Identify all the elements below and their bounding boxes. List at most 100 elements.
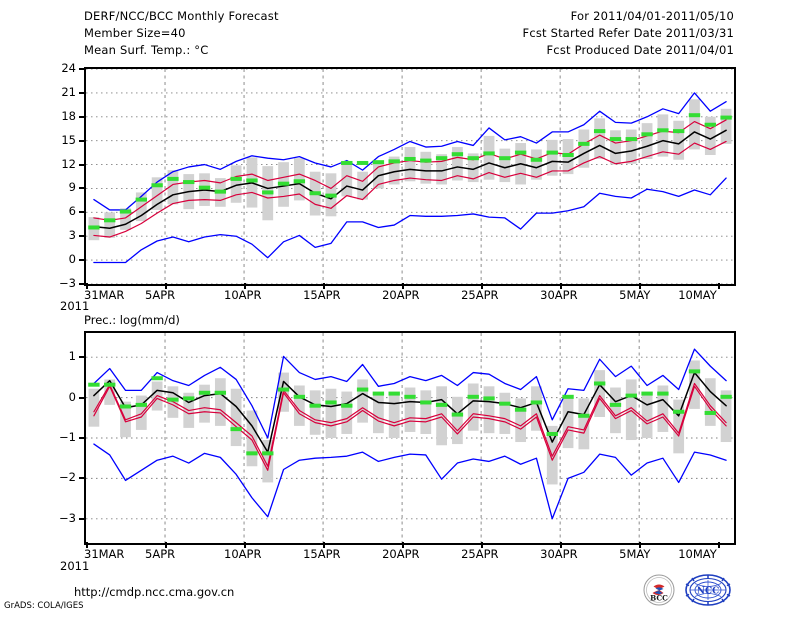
- x-tick-mark: [402, 542, 405, 548]
- temperature-plot-panel: [84, 67, 736, 286]
- y-tick-label: 9: [68, 180, 76, 195]
- y-tick-mark: [79, 163, 85, 166]
- precipitation-panel-title: Prec.: log(mm/d): [84, 313, 180, 327]
- x-tick-mark: [86, 283, 88, 289]
- precipitation-plot-panel: [84, 331, 736, 545]
- ncc-logo-icon: NCC: [685, 574, 731, 606]
- x-tick-label: 20APR: [382, 288, 420, 302]
- y-tick-mark: [79, 259, 85, 262]
- x-tick-mark: [86, 542, 88, 548]
- y-tick-label: 12: [61, 156, 76, 171]
- x-tick-mark: [560, 283, 563, 289]
- y-tick-mark: [79, 139, 85, 142]
- y-tick-label: 6: [68, 204, 76, 219]
- temperature-year-label: 2011: [60, 299, 90, 313]
- x-tick-mark: [718, 283, 721, 289]
- member-size-label: Member Size=40: [84, 26, 186, 40]
- series-lower-quartile: [93, 385, 727, 471]
- x-tick-label: 10APR: [224, 547, 262, 561]
- y-tick-label: 0: [68, 252, 76, 267]
- temperature-plot-svg: [86, 69, 734, 284]
- x-tick-mark: [639, 283, 642, 289]
- x-tick-label: 31MAR: [84, 547, 125, 561]
- logo-group: BCC NCC: [640, 574, 740, 608]
- bcc-ncc-logos-svg: BCC NCC: [643, 574, 731, 606]
- y-tick-mark: [79, 91, 85, 94]
- fcst-produced-date-label: Fcst Produced Date 2011/04/01: [546, 43, 734, 57]
- series-min: [93, 177, 727, 264]
- precipitation-year-label: 2011: [60, 559, 90, 573]
- x-tick-mark: [323, 283, 326, 289]
- bcc-logo-icon: BCC: [643, 574, 675, 606]
- series-min: [93, 443, 727, 520]
- y-tick-label: 15: [61, 132, 76, 147]
- y-tick-mark: [79, 477, 85, 480]
- source-url-label: http://cmdp.ncc.cma.gov.cn: [74, 585, 235, 599]
- y-tick-label: 18: [61, 108, 76, 123]
- spread-bars: [88, 360, 732, 485]
- y-tick-mark: [79, 396, 85, 399]
- y-tick-label: 21: [61, 84, 76, 99]
- x-tick-label: 5APR: [145, 547, 176, 561]
- series-upper-quartile: [93, 382, 727, 467]
- precipitation-plot-svg: [86, 333, 734, 543]
- page-title: DERF/NCC/BCC Monthly Forecast: [84, 9, 279, 23]
- y-tick-label: −3: [59, 510, 76, 525]
- x-tick-label: 15APR: [303, 547, 341, 561]
- y-tick-label: 1: [68, 349, 76, 364]
- grads-attribution-label: GrADS: COLA/IGES: [4, 601, 84, 611]
- y-tick-label: −1: [59, 430, 76, 444]
- y-tick-mark: [79, 235, 85, 238]
- x-tick-label: 25APR: [461, 547, 499, 561]
- observed-markers: [88, 369, 732, 456]
- x-tick-label: 30APR: [540, 288, 578, 302]
- forecast-period-label: For 2011/04/01-2011/05/10: [570, 9, 734, 23]
- x-tick-label: 25APR: [461, 288, 499, 302]
- x-tick-mark: [402, 283, 405, 289]
- x-tick-label: 10MAY: [678, 288, 717, 302]
- grid-lines: [86, 333, 734, 543]
- observed-markers: [88, 113, 732, 230]
- x-tick-mark: [165, 542, 168, 548]
- svg-text:BCC: BCC: [650, 594, 668, 603]
- y-tick-label: 3: [68, 228, 76, 243]
- x-tick-label: 10APR: [224, 288, 262, 302]
- svg-text:NCC: NCC: [697, 587, 720, 597]
- x-tick-mark: [244, 542, 247, 548]
- y-tick-mark: [79, 517, 85, 520]
- y-tick-mark: [79, 211, 85, 214]
- y-tick-mark: [79, 115, 85, 118]
- x-tick-mark: [244, 283, 247, 289]
- series-max: [93, 92, 727, 211]
- y-tick-label: 0: [68, 389, 76, 404]
- y-tick-label: −2: [59, 470, 76, 485]
- x-tick-label: 30APR: [540, 547, 578, 561]
- y-tick-mark: [79, 437, 85, 439]
- y-tick-label: 24: [61, 61, 76, 75]
- y-tick-mark: [79, 187, 85, 190]
- x-tick-mark: [323, 542, 326, 548]
- x-tick-label: 5MAY: [619, 288, 651, 302]
- x-tick-label: 5MAY: [619, 547, 651, 561]
- x-tick-label: 15APR: [303, 288, 341, 302]
- y-tick-mark: [79, 283, 85, 285]
- x-tick-mark: [481, 283, 484, 289]
- series-lower-quartile: [93, 140, 727, 238]
- y-tick-label: −3: [59, 276, 76, 290]
- x-tick-mark: [560, 542, 563, 548]
- x-tick-label: 5APR: [145, 288, 176, 302]
- x-tick-mark: [165, 283, 168, 289]
- x-tick-mark: [481, 542, 484, 548]
- fcst-started-refer-date-label: Fcst Started Refer Date 2011/03/31: [522, 26, 734, 40]
- series-ensemble-mean: [93, 129, 727, 230]
- x-tick-label: 31MAR: [84, 288, 125, 302]
- x-tick-mark: [718, 542, 721, 548]
- series-max: [93, 348, 727, 439]
- y-tick-mark: [79, 356, 85, 359]
- temp-panel-title: Mean Surf. Temp.: °C: [84, 43, 209, 57]
- y-tick-mark: [79, 68, 85, 70]
- x-tick-label: 10MAY: [678, 547, 717, 561]
- x-tick-mark: [639, 542, 642, 548]
- x-tick-label: 20APR: [382, 547, 420, 561]
